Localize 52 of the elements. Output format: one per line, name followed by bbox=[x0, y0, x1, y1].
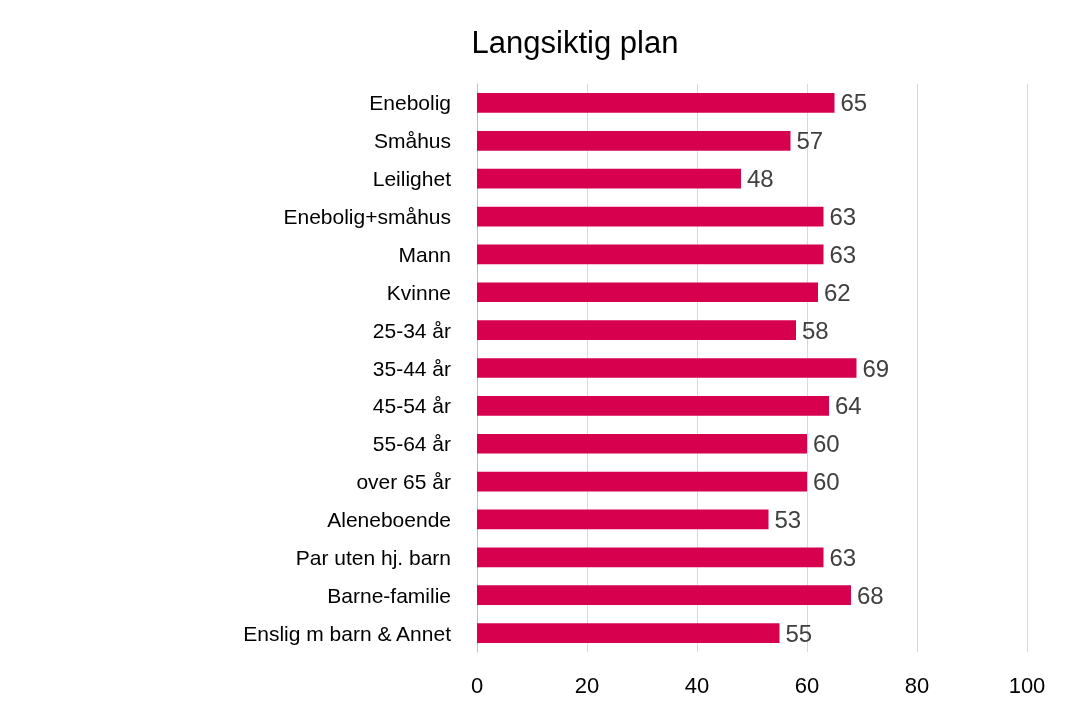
y-tick-label: 45-54 år bbox=[372, 394, 451, 418]
data-label: 63 bbox=[829, 203, 857, 231]
bar bbox=[477, 585, 851, 606]
data-label: 53 bbox=[774, 505, 802, 533]
bar bbox=[477, 244, 824, 265]
bar bbox=[477, 206, 824, 227]
bar bbox=[477, 471, 807, 492]
y-tick-label: 35-44 år bbox=[372, 356, 451, 380]
bar bbox=[477, 547, 824, 568]
data-label: 58 bbox=[802, 316, 829, 344]
x-tick-label: 100 bbox=[1008, 672, 1046, 698]
data-label: 55 bbox=[785, 619, 813, 647]
bar bbox=[477, 358, 857, 378]
data-label: 57 bbox=[796, 127, 824, 155]
data-label: 64 bbox=[835, 392, 862, 420]
data-label: 62 bbox=[824, 278, 851, 306]
y-tick-label: Enebolig+småhus bbox=[283, 205, 451, 229]
chart-title: Langsiktig plan bbox=[471, 25, 679, 60]
y-tick-label: Barne-familie bbox=[327, 583, 451, 607]
bar bbox=[477, 320, 796, 340]
y-tick-label: Mann bbox=[398, 242, 451, 266]
x-tick-label: 0 bbox=[470, 672, 484, 698]
y-tick-label: Småhus bbox=[373, 129, 451, 153]
bar bbox=[477, 623, 780, 643]
x-tick-label: 40 bbox=[684, 672, 710, 698]
y-tick-label: Kvinne bbox=[386, 280, 451, 304]
y-tick-label: Enebolig bbox=[369, 91, 451, 115]
y-tick-label: Par uten hj. barn bbox=[295, 545, 451, 569]
x-tick-label: 60 bbox=[794, 672, 820, 698]
data-label: 60 bbox=[813, 468, 840, 496]
data-label: 69 bbox=[862, 354, 890, 382]
data-label: 68 bbox=[857, 581, 884, 609]
y-tick-label: Leilighet bbox=[372, 167, 452, 191]
bar bbox=[477, 168, 741, 189]
y-tick-label: 55-64 år bbox=[372, 432, 451, 456]
y-tick-label: 25-34 år bbox=[372, 318, 451, 342]
y-tick-label: Aleneboende bbox=[327, 507, 451, 531]
data-label: 63 bbox=[829, 543, 857, 571]
data-label: 63 bbox=[829, 240, 857, 268]
bar bbox=[477, 130, 791, 151]
x-tick-label: 80 bbox=[904, 672, 930, 698]
data-label: 48 bbox=[747, 165, 774, 193]
data-label: 65 bbox=[840, 89, 868, 117]
bar bbox=[477, 509, 769, 530]
bar bbox=[477, 93, 835, 113]
bar bbox=[477, 282, 818, 303]
x-tick-label: 20 bbox=[574, 672, 600, 698]
y-tick-label: Enslig m barn & Annet bbox=[243, 621, 452, 645]
bar bbox=[477, 433, 807, 454]
data-label: 60 bbox=[813, 430, 840, 458]
y-tick-label: over 65 år bbox=[356, 470, 451, 494]
bar bbox=[477, 396, 829, 416]
